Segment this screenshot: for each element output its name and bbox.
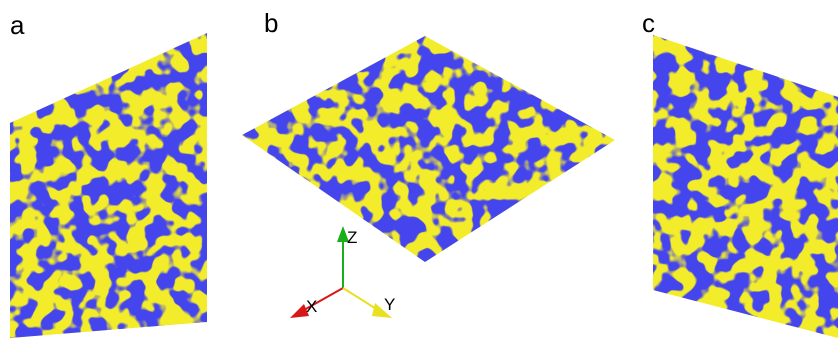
slice-a (10, 33, 207, 338)
slice-b (242, 36, 615, 262)
y-axis-line (342, 287, 379, 311)
panel-label-c: c (642, 8, 655, 38)
y-axis-label: Y (384, 295, 395, 314)
x-axis-line (303, 287, 344, 311)
slice-c-pores (653, 35, 838, 338)
y-axis-arrowhead (372, 303, 392, 318)
slice-b-pores (242, 36, 615, 262)
panel-label-a: a (10, 10, 25, 40)
slice-c (653, 35, 838, 338)
x-axis-arrowhead (290, 304, 309, 318)
x-axis-label: X (306, 297, 317, 316)
axis-triad: Z X Y (290, 226, 395, 318)
z-axis-arrowhead (337, 226, 349, 242)
z-axis-label: Z (347, 228, 357, 247)
slice-a-pores (10, 33, 207, 338)
panel-label-b: b (264, 8, 279, 38)
